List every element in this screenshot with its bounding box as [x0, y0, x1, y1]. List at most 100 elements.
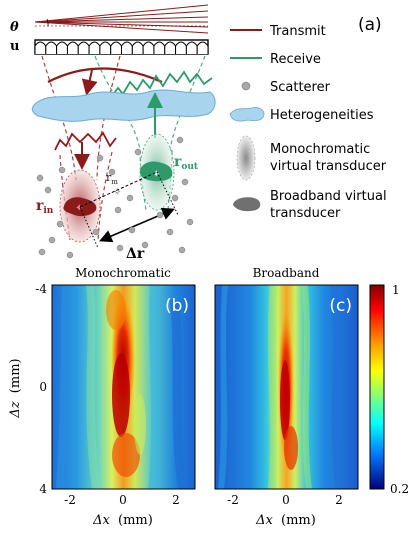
heterogeneity-layer	[31, 89, 216, 122]
r-in-star: ✦	[75, 203, 83, 214]
panel-c-title: Broadband	[253, 266, 320, 280]
scatterer-dot	[92, 228, 100, 236]
r-in-dotted-guide	[79, 206, 99, 249]
r-out-star: ✦	[152, 169, 160, 180]
scatterer-dot	[176, 136, 184, 144]
legend-heterogeneity-label: Heterogeneities	[270, 108, 374, 123]
x-tick-c-2: 2	[335, 493, 343, 507]
y-tick-top: -4	[35, 282, 47, 296]
transducer-element	[142, 41, 155, 54]
u-symbol: u	[10, 39, 19, 54]
scatterer-dot	[108, 168, 116, 176]
legend-heterogeneity-swatch	[229, 107, 265, 122]
receive-wavefront	[111, 70, 213, 97]
legend-transmit-label: Transmit	[269, 24, 326, 39]
panel-b-label: (b)	[165, 296, 189, 316]
r-in-label: rin	[36, 198, 54, 216]
scatterer-dot	[141, 241, 149, 249]
transducer-array	[34, 39, 209, 55]
scatterer-dot	[186, 218, 194, 226]
theta-arc	[46, 18, 49, 27]
scatterer-dot	[56, 220, 64, 228]
panel-c-frame	[214, 284, 359, 490]
panel-c-label: (c)	[329, 296, 352, 316]
scatterer-dot	[66, 251, 74, 259]
scatterer-dot	[48, 236, 56, 244]
scatterer-dot	[38, 248, 46, 256]
colorbar-tick-max: 1	[392, 283, 400, 297]
transducer-element	[196, 41, 209, 54]
transducer-element	[131, 41, 144, 54]
legend: Transmit Receive Scatterer Heterogeneiti…	[229, 24, 391, 221]
panel-c-map	[215, 285, 358, 489]
delta-r-label: Δr	[126, 246, 145, 262]
scatterer-dot	[166, 228, 174, 236]
scatterer-dot	[178, 246, 186, 254]
scatterer-dot	[134, 148, 142, 156]
r-out-broadband-psf	[140, 161, 173, 182]
legend-monochromatic-label: Monochromatic virtual transducer	[270, 142, 387, 174]
x-axis-title-c: Δx (mm)	[255, 513, 316, 528]
r-out-label: rout	[174, 154, 199, 172]
transducer-element	[185, 41, 198, 54]
scatterer-dot	[126, 194, 134, 202]
scatterer-dot	[36, 174, 44, 182]
theta-symbol: θ	[10, 20, 19, 35]
legend-broadband-label: Broadband virtual transducer	[270, 189, 391, 221]
x-tick-c-neg2: -2	[227, 493, 239, 507]
scatterer-dot	[58, 166, 66, 174]
panel-b-title: Monochromatic	[75, 266, 171, 280]
panel-a-label: (a)	[358, 15, 382, 35]
transducer-element	[110, 41, 122, 54]
transducer-element	[56, 41, 68, 54]
colorbar-tick-min: 0.2	[390, 482, 409, 496]
legend-broadband-swatch	[233, 197, 261, 212]
scatterer-dot	[171, 194, 179, 202]
plane-wave-fan	[34, 4, 209, 34]
transducer-element	[121, 41, 133, 54]
x-tick-b-neg2: -2	[64, 493, 76, 507]
y-tick-bottom: 4	[39, 482, 47, 496]
legend-monochromatic-swatch	[236, 135, 256, 181]
x-axis-title-b: Δx (mm)	[92, 513, 153, 528]
x-axis-b: -2 0 2 Δx (mm)	[64, 493, 180, 528]
x-axis-c: -2 0 2 Δx (mm)	[227, 493, 343, 528]
scatterer-dot	[44, 186, 52, 194]
scatterer-dots	[36, 136, 194, 259]
transducer-element	[153, 41, 166, 54]
transducer-element	[77, 41, 90, 54]
transducer-element	[175, 41, 187, 54]
transducer-element	[66, 41, 79, 54]
legend-scatterer-label: Scatterer	[270, 80, 331, 95]
scatterer-dot	[181, 178, 189, 186]
legend-receive-label: Receive	[270, 52, 321, 67]
transmit-arrow	[81, 69, 98, 96]
scatterer-dot	[114, 206, 122, 214]
scatterer-dot	[156, 211, 164, 219]
scatterer-dot	[96, 154, 104, 162]
y-tick-mid: 0	[39, 380, 47, 394]
colorbar	[369, 284, 385, 490]
legend-scatterer-swatch	[241, 81, 251, 91]
y-axis-title: Δz (mm)	[8, 358, 23, 418]
y-axis: -4 0 4 Δz (mm)	[8, 282, 47, 496]
x-tick-c-0: 0	[282, 493, 290, 507]
scatterer-dot	[116, 244, 124, 252]
panel-b-map	[52, 285, 195, 489]
r-m-label: rm	[106, 171, 118, 186]
panel-b-frame	[51, 284, 196, 490]
r-m-star: ✧	[113, 187, 121, 198]
x-tick-b-0: 0	[119, 493, 127, 507]
transducer-element	[34, 41, 47, 54]
transducer-element	[164, 41, 177, 54]
distorted-transmit-wave	[54, 131, 117, 151]
transmit-beam-right	[96, 55, 121, 181]
panel-a-schematic: θ u ✦ ✦	[10, 4, 382, 262]
transducer-element	[88, 41, 101, 54]
r-out-dotted-guide	[156, 171, 179, 216]
transducer-element	[99, 41, 112, 54]
transducer-element	[45, 41, 58, 54]
scatterer-dot	[128, 226, 136, 234]
transmit-wavefront	[47, 67, 163, 84]
